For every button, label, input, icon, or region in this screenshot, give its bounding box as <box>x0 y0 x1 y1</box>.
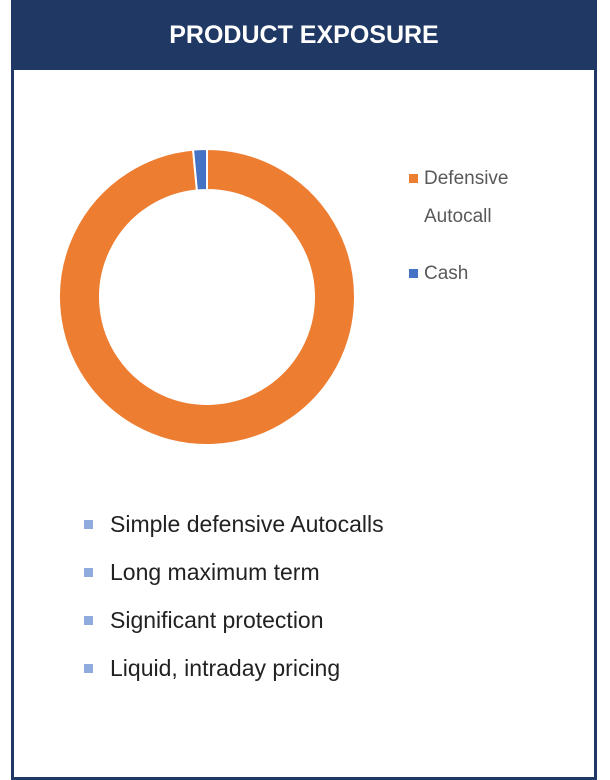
bullet-text: Significant protection <box>110 606 324 633</box>
legend-label: Defensive Autocall <box>424 168 509 227</box>
bullet-item: Long maximum term <box>84 548 384 596</box>
donut-slice <box>58 147 356 446</box>
bullet-marker <box>84 519 93 529</box>
legend-label: Cash <box>424 263 469 284</box>
bullet-marker <box>84 663 93 673</box>
donut-slice <box>191 147 208 192</box>
bullet-text: Long maximum term <box>110 558 320 585</box>
legend-swatch <box>409 174 418 183</box>
bullet-item: Simple defensive Autocalls <box>84 500 384 548</box>
panel-title: PRODUCT EXPOSURE <box>14 0 594 70</box>
donut-chart <box>58 147 356 446</box>
bullet-list: Simple defensive Autocalls Long maximum t… <box>84 500 384 692</box>
bullet-item: Liquid, intraday pricing <box>84 644 384 692</box>
legend-swatch <box>409 269 418 278</box>
legend-entry: Cash <box>409 255 549 293</box>
legend-entry: Defensive Autocall <box>409 160 549 236</box>
bullet-item: Significant protection <box>84 596 384 644</box>
bullet-marker <box>84 567 93 577</box>
bullet-text: Liquid, intraday pricing <box>110 654 341 681</box>
bullet-text: Simple defensive Autocalls <box>110 510 384 537</box>
bullet-marker <box>84 615 93 625</box>
panel: PRODUCT EXPOSURE Defensive Autocall Cash … <box>11 0 597 780</box>
